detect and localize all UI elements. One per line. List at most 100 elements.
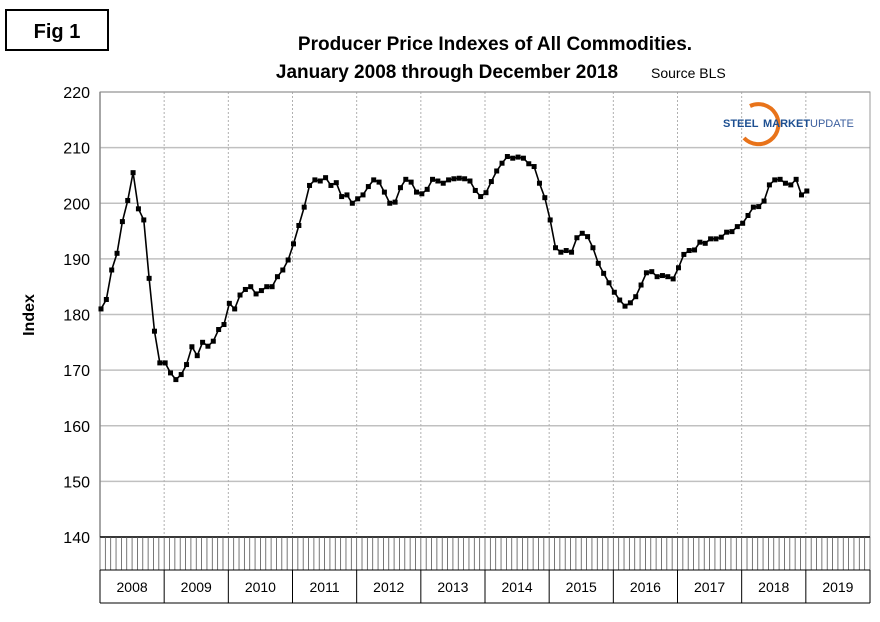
data-point: [681, 251, 687, 257]
data-point: [649, 269, 655, 275]
data-point: [782, 180, 788, 186]
data-point: [611, 289, 617, 295]
data-point: [750, 204, 756, 210]
data-point: [269, 284, 275, 290]
data-point: [125, 197, 131, 203]
x-tick-label: 2018: [758, 579, 789, 595]
data-point: [446, 177, 452, 183]
data-point: [360, 192, 366, 198]
y-tick-label: 220: [63, 85, 90, 102]
data-point: [392, 199, 398, 205]
data-point: [504, 154, 510, 160]
data-point: [355, 196, 361, 202]
y-tick-label: 160: [63, 419, 90, 436]
x-tick-label: 2010: [245, 579, 276, 595]
x-tick-label: 2017: [694, 579, 725, 595]
data-point: [205, 343, 211, 349]
data-point: [135, 206, 141, 212]
data-point: [761, 198, 767, 204]
data-point: [451, 176, 457, 182]
data-point: [766, 182, 772, 188]
data-point: [408, 179, 414, 185]
data-point: [285, 257, 291, 263]
figure-label: Fig 1: [34, 21, 81, 43]
figure-label-box: [5, 9, 109, 51]
data-point: [226, 300, 232, 306]
data-point: [724, 229, 730, 235]
y-tick-label: 170: [63, 363, 90, 380]
data-point: [98, 306, 104, 312]
data-point: [627, 300, 633, 306]
data-point: [221, 322, 227, 328]
data-point: [200, 339, 206, 345]
data-point: [253, 291, 259, 297]
data-point: [798, 192, 804, 198]
data-point: [424, 186, 430, 192]
data-point: [376, 179, 382, 185]
x-tick-label: 2014: [502, 579, 533, 595]
data-point: [301, 204, 307, 210]
data-point: [665, 274, 671, 280]
data-point: [274, 274, 280, 280]
data-point: [515, 154, 521, 160]
data-point: [574, 235, 580, 241]
data-point: [536, 180, 542, 186]
data-point: [638, 282, 644, 288]
data-point: [119, 219, 125, 225]
data-point: [601, 270, 607, 276]
data-point: [232, 306, 238, 312]
data-point: [745, 212, 751, 218]
data-point: [563, 248, 569, 254]
data-point: [569, 249, 575, 255]
logo-market: MARKET: [763, 118, 810, 130]
data-point: [659, 273, 665, 279]
data-point: [371, 177, 377, 183]
data-point: [296, 223, 302, 228]
data-point: [708, 236, 714, 242]
data-point: [526, 161, 532, 167]
data-point: [553, 245, 559, 251]
data-point: [435, 178, 441, 184]
data-point: [403, 176, 409, 182]
data-point: [676, 265, 681, 271]
data-point: [702, 240, 708, 246]
data-point: [643, 270, 649, 276]
data-point: [740, 220, 746, 226]
data-point: [173, 377, 179, 383]
data-point: [344, 192, 350, 198]
data-point: [237, 292, 243, 298]
data-point: [440, 180, 446, 186]
data-point: [472, 187, 478, 193]
y-tick-label: 140: [63, 530, 90, 547]
data-point: [606, 280, 612, 286]
x-tick-label: 2008: [117, 579, 148, 595]
data-point: [793, 176, 799, 182]
data-point: [467, 178, 473, 184]
data-point: [579, 230, 585, 236]
data-point: [413, 189, 419, 195]
data-point: [291, 241, 296, 247]
x-tick-label: 2013: [437, 579, 468, 595]
data-point: [478, 194, 484, 200]
data-point: [788, 182, 794, 188]
x-tick-label: 2019: [822, 579, 853, 595]
data-point: [633, 294, 639, 300]
data-point: [178, 372, 184, 378]
x-tick-label: 2009: [181, 579, 212, 595]
data-point: [397, 185, 403, 191]
data-point: [804, 188, 810, 194]
data-point: [585, 234, 591, 240]
data-point: [242, 286, 248, 292]
data-point: [258, 288, 264, 294]
data-point: [184, 362, 190, 368]
data-point: [248, 284, 254, 290]
data-point: [456, 175, 462, 181]
data-point: [317, 178, 323, 184]
data-point: [194, 353, 200, 359]
data-point: [713, 236, 719, 242]
chart-title: Producer Price Indexes of All Commoditie…: [298, 34, 692, 55]
grid: [99, 91, 871, 538]
data-point: [130, 170, 136, 176]
data-point: [617, 297, 623, 303]
